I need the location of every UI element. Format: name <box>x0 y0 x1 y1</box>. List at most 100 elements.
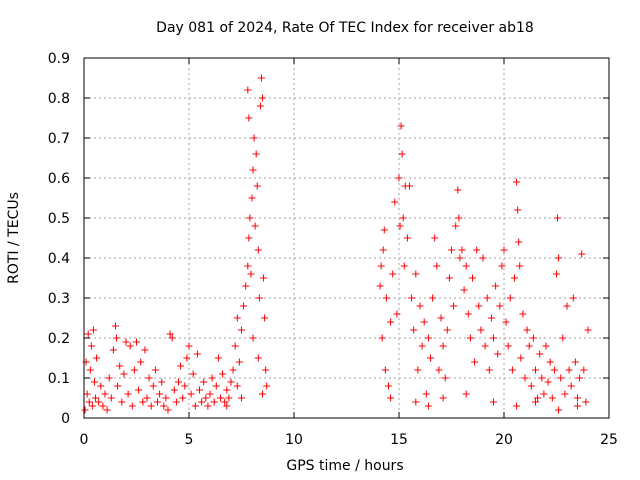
data-point <box>403 234 411 242</box>
data-point <box>529 334 537 342</box>
data-point <box>450 302 458 310</box>
data-point <box>89 326 97 334</box>
x-tick-label: 10 <box>285 432 303 448</box>
data-point <box>214 354 222 362</box>
data-point <box>519 310 527 318</box>
data-point <box>443 326 451 334</box>
data-point <box>571 358 579 366</box>
data-point <box>107 394 115 402</box>
data-point <box>244 262 252 270</box>
data-point <box>445 274 453 282</box>
x-axis-title: GPS time / hours <box>286 458 403 474</box>
data-point <box>247 270 255 278</box>
data-point <box>471 358 479 366</box>
data-point <box>149 382 157 390</box>
data-point <box>490 334 497 342</box>
data-point <box>262 366 270 374</box>
data-point <box>198 398 206 406</box>
data-point <box>206 390 214 398</box>
data-point <box>582 398 590 406</box>
data-point <box>217 394 224 402</box>
data-point <box>381 366 389 374</box>
data-point <box>496 302 504 310</box>
data-point <box>210 398 218 406</box>
data-point <box>151 366 159 374</box>
data-point <box>112 322 119 330</box>
data-point <box>513 402 521 410</box>
x-tick-label: 15 <box>390 432 408 448</box>
data-point <box>85 398 93 406</box>
data-point <box>193 350 201 358</box>
data-point <box>455 214 463 222</box>
data-point <box>378 334 386 342</box>
data-point <box>500 246 508 254</box>
data-point <box>555 254 563 262</box>
data-point <box>137 358 145 366</box>
data-point <box>87 342 95 350</box>
data-point <box>86 366 94 374</box>
data-point <box>481 342 489 350</box>
data-point <box>233 314 241 322</box>
data-point <box>179 394 187 402</box>
data-point <box>145 374 153 382</box>
data-point <box>84 330 92 338</box>
data-point <box>584 326 592 334</box>
data-point <box>387 394 395 402</box>
data-point <box>462 390 470 398</box>
data-point <box>542 342 550 350</box>
data-point <box>244 86 252 94</box>
data-point <box>569 294 577 302</box>
data-point <box>456 254 464 262</box>
data-points <box>81 74 592 414</box>
data-point <box>479 254 487 262</box>
data-point <box>578 250 586 258</box>
y-tick-label: 0.6 <box>48 171 70 187</box>
data-point <box>91 378 98 386</box>
data-point <box>433 262 441 270</box>
data-point <box>251 222 259 230</box>
data-point <box>555 406 563 414</box>
x-tick-label: 5 <box>185 432 194 448</box>
data-point <box>158 378 166 386</box>
data-point <box>391 198 399 206</box>
data-point <box>249 334 257 342</box>
data-point <box>511 274 518 282</box>
data-point <box>408 294 416 302</box>
data-point <box>259 94 266 102</box>
x-tick-label: 0 <box>80 432 89 448</box>
data-point <box>116 362 124 370</box>
data-point <box>133 338 140 346</box>
data-point <box>92 394 100 402</box>
data-point <box>431 234 439 242</box>
data-point <box>424 402 432 410</box>
data-point <box>523 326 531 334</box>
data-point <box>181 382 189 390</box>
data-point <box>253 182 261 190</box>
data-point <box>437 314 445 322</box>
data-point <box>469 274 476 282</box>
data-point <box>494 350 502 358</box>
data-point <box>464 310 472 318</box>
data-point <box>557 374 565 382</box>
data-point <box>398 150 406 158</box>
data-point <box>189 370 197 378</box>
data-point <box>454 186 462 194</box>
data-point <box>525 342 533 350</box>
data-point <box>219 370 227 378</box>
data-point <box>385 382 392 390</box>
data-point <box>245 234 253 242</box>
data-point <box>492 282 500 290</box>
data-point <box>93 354 101 362</box>
data-point <box>487 314 495 322</box>
data-point <box>514 206 522 214</box>
x-tick-labels: 0 5 10 15 20 25 <box>80 432 618 448</box>
data-point <box>113 334 121 342</box>
y-tick-label: 0.2 <box>48 331 70 347</box>
data-point <box>141 346 149 354</box>
grid-lines <box>84 58 609 418</box>
data-point <box>196 386 203 394</box>
data-point <box>248 194 256 202</box>
data-point <box>256 102 264 110</box>
chart-title: Day 081 of 2024, Rate Of TEC Index for r… <box>156 20 534 36</box>
